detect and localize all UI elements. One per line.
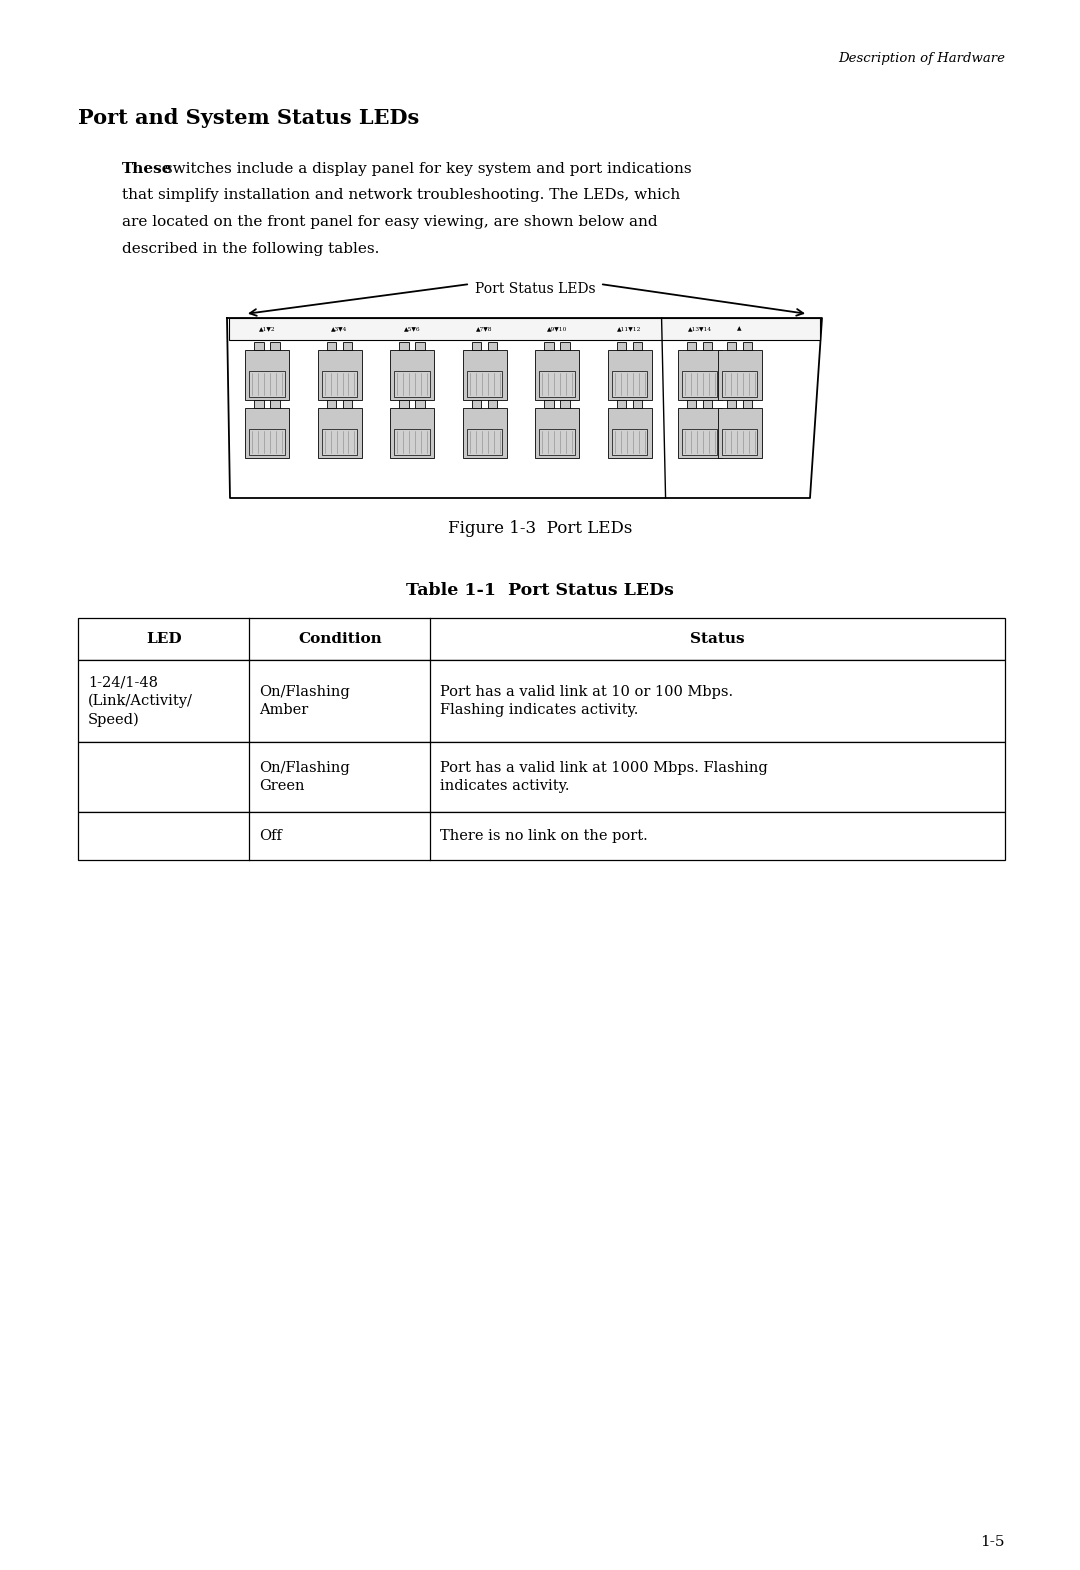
Bar [322, 371, 357, 397]
Bar [342, 400, 352, 408]
Bar [743, 400, 753, 408]
Bar [318, 350, 362, 400]
Text: Off: Off [259, 829, 282, 843]
Bar [539, 371, 575, 397]
Bar [687, 342, 697, 350]
Bar [677, 408, 721, 458]
Bar [727, 400, 737, 408]
Bar [633, 400, 643, 408]
Text: On/Flashing
Green: On/Flashing Green [259, 761, 350, 793]
Bar [717, 408, 761, 458]
Bar [249, 429, 285, 455]
Bar [535, 408, 579, 458]
Bar [327, 342, 337, 350]
Bar [544, 342, 554, 350]
Text: On/Flashing
Amber: On/Flashing Amber [259, 685, 350, 717]
Bar [721, 371, 757, 397]
Text: described in the following tables.: described in the following tables. [122, 242, 379, 256]
Bar [617, 400, 626, 408]
Bar [254, 342, 264, 350]
Bar [400, 400, 409, 408]
Bar [488, 400, 497, 408]
Text: Condition: Condition [298, 633, 381, 645]
Bar [617, 342, 626, 350]
Bar [743, 342, 753, 350]
Bar [633, 342, 643, 350]
Bar [415, 400, 424, 408]
Bar [544, 400, 554, 408]
Bar [681, 371, 717, 397]
Bar [535, 350, 579, 400]
Text: that simplify installation and network troubleshooting. The LEDs, which: that simplify installation and network t… [122, 188, 680, 203]
Bar [717, 350, 761, 400]
Bar [245, 408, 289, 458]
Bar [229, 319, 820, 341]
Bar [400, 342, 409, 350]
Text: LED: LED [146, 633, 181, 645]
Text: ▲7▼8: ▲7▼8 [476, 327, 492, 331]
Bar [318, 408, 362, 458]
Bar [472, 342, 482, 350]
Bar [270, 400, 280, 408]
Text: ▲3▼4: ▲3▼4 [332, 327, 348, 331]
Bar [254, 400, 264, 408]
Text: Port and System Status LEDs: Port and System Status LEDs [78, 108, 419, 129]
Bar [390, 408, 434, 458]
Text: These: These [122, 162, 173, 176]
Bar [322, 429, 357, 455]
Text: Figure 1-3  Port LEDs: Figure 1-3 Port LEDs [448, 520, 632, 537]
Bar [327, 400, 337, 408]
Bar [270, 342, 280, 350]
Bar [472, 400, 482, 408]
Bar [394, 429, 430, 455]
Text: There is no link on the port.: There is no link on the port. [441, 829, 648, 843]
Bar [727, 342, 737, 350]
Text: ▲5▼6: ▲5▼6 [404, 327, 420, 331]
Text: are located on the front panel for easy viewing, are shown below and: are located on the front panel for easy … [122, 215, 658, 229]
Bar [249, 371, 285, 397]
Bar [561, 400, 570, 408]
Bar [612, 429, 647, 455]
Text: ▲9▼10: ▲9▼10 [546, 327, 567, 331]
Text: Status: Status [690, 633, 745, 645]
Bar [687, 400, 697, 408]
Bar [245, 350, 289, 400]
Bar [703, 342, 713, 350]
Text: Table 1-1  Port Status LEDs: Table 1-1 Port Status LEDs [406, 582, 674, 600]
Bar [467, 371, 502, 397]
Bar [342, 342, 352, 350]
Bar [561, 342, 570, 350]
Bar [612, 371, 647, 397]
Text: ▲11▼12: ▲11▼12 [618, 327, 642, 331]
Bar [78, 619, 1005, 659]
Bar [608, 350, 651, 400]
Bar [677, 350, 721, 400]
Bar [681, 429, 717, 455]
Text: switches include a display panel for key system and port indications: switches include a display panel for key… [161, 162, 692, 176]
Text: 1-5: 1-5 [981, 1535, 1005, 1550]
Bar [467, 429, 502, 455]
Bar [462, 350, 507, 400]
Text: ▲1▼2: ▲1▼2 [259, 327, 275, 331]
Bar [415, 342, 424, 350]
Bar [394, 371, 430, 397]
Text: Port Status LEDs: Port Status LEDs [475, 283, 595, 297]
Text: Port has a valid link at 10 or 100 Mbps.
Flashing indicates activity.: Port has a valid link at 10 or 100 Mbps.… [441, 685, 733, 717]
Text: ▲13▼14: ▲13▼14 [688, 327, 712, 331]
Bar [721, 429, 757, 455]
Polygon shape [227, 319, 822, 498]
Text: ▲: ▲ [738, 327, 742, 331]
Bar [539, 429, 575, 455]
Bar [78, 659, 1005, 743]
Text: Description of Hardware: Description of Hardware [838, 52, 1005, 64]
Bar [488, 342, 497, 350]
Bar [78, 812, 1005, 860]
Bar [462, 408, 507, 458]
Bar [608, 408, 651, 458]
Bar [78, 743, 1005, 812]
Bar [390, 350, 434, 400]
Bar [703, 400, 713, 408]
Text: Port has a valid link at 1000 Mbps. Flashing
indicates activity.: Port has a valid link at 1000 Mbps. Flas… [441, 761, 768, 793]
Text: 1-24/1-48
(Link/Activity/
Speed): 1-24/1-48 (Link/Activity/ Speed) [87, 675, 193, 727]
